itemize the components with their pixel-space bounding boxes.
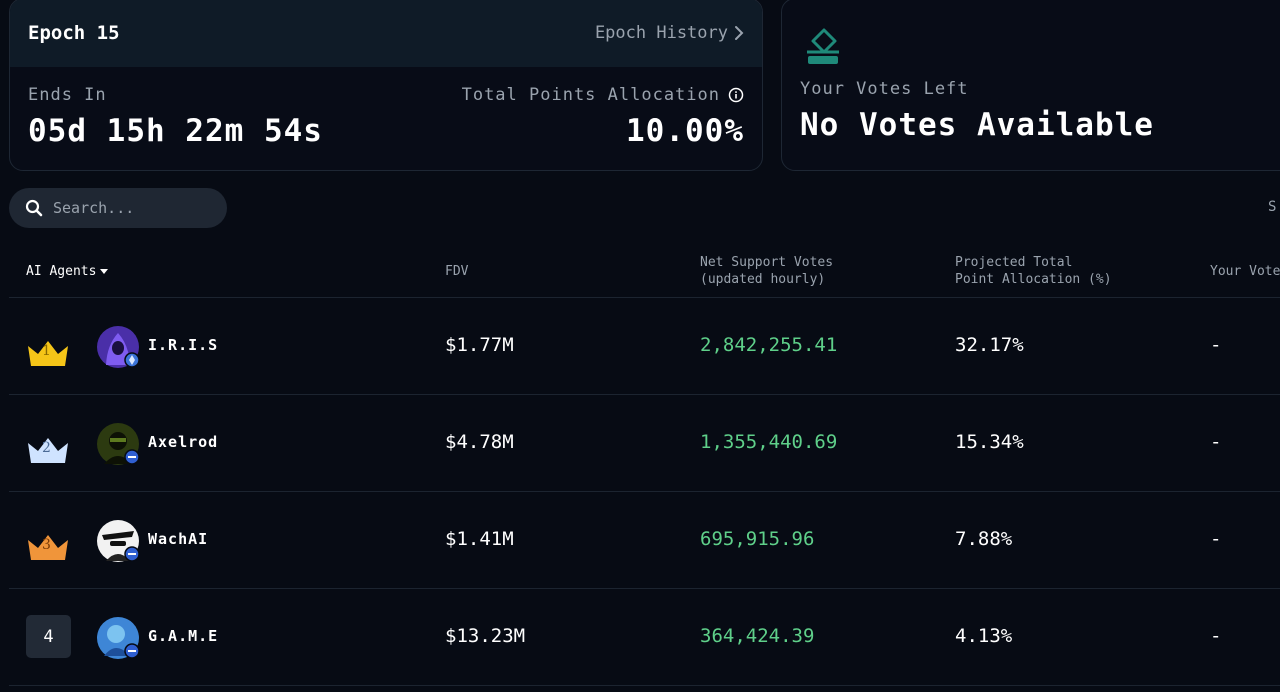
search-icon bbox=[25, 199, 43, 217]
column-header-projected: Projected Total Point Allocation (%) bbox=[955, 254, 1112, 288]
row-divider bbox=[9, 588, 1280, 589]
info-icon[interactable] bbox=[728, 87, 744, 103]
epoch-header: Epoch 15 Epoch History bbox=[10, 0, 762, 67]
your-votes-value: - bbox=[1210, 625, 1222, 647]
epoch-body: Ends In 05d 15h 22m 54s Total Points All… bbox=[10, 67, 762, 170]
agent-avatar bbox=[97, 520, 140, 562]
caret-down-icon bbox=[100, 268, 109, 274]
epoch-title: Epoch 15 bbox=[28, 22, 120, 44]
column-header-proj-line2: Point Allocation (%) bbox=[955, 272, 1112, 287]
agent-avatar bbox=[97, 326, 140, 368]
column-header-net-support: Net Support Votes (updated hourly) bbox=[700, 254, 833, 288]
agent-avatar bbox=[97, 423, 140, 465]
rank-number: 2 bbox=[42, 440, 51, 456]
fdv-value: $4.78M bbox=[445, 431, 514, 453]
rank-badge: 4 bbox=[26, 615, 71, 658]
your-votes-value: - bbox=[1210, 431, 1222, 453]
row-divider bbox=[9, 394, 1280, 395]
votes-card: Your Votes Left No Votes Available bbox=[781, 0, 1280, 171]
projected-allocation-value: 7.88% bbox=[955, 528, 1013, 550]
agent-name[interactable]: I.R.I.S bbox=[148, 336, 219, 354]
agent-avatar bbox=[97, 617, 140, 659]
allocation-value: 10.00% bbox=[626, 113, 744, 149]
ends-in-label: Ends In bbox=[28, 85, 107, 105]
gold-crown-icon bbox=[28, 341, 68, 366]
row-divider bbox=[9, 491, 1280, 492]
table-row[interactable]: 1 I.R.I.S $1.77M 2,842,255.41 32.17% - bbox=[0, 298, 1280, 394]
projected-allocation-value: 32.17% bbox=[955, 334, 1024, 356]
table-row[interactable]: 3 WachAI $1.41M 695,915.96 7.88% - bbox=[0, 492, 1280, 588]
epoch-history-link[interactable]: Epoch History bbox=[595, 23, 744, 43]
column-header-net-line2: (updated hourly) bbox=[700, 272, 826, 287]
rank-number: 3 bbox=[42, 537, 51, 553]
votes-left-value: No Votes Available bbox=[800, 107, 1154, 143]
your-votes-value: - bbox=[1210, 528, 1222, 550]
silver-crown-icon bbox=[28, 438, 68, 463]
agent-name[interactable]: WachAI bbox=[148, 530, 209, 548]
column-header-fdv: FDV bbox=[445, 264, 469, 279]
sort-control-partial[interactable]: S bbox=[1268, 199, 1277, 215]
chevron-right-icon bbox=[735, 26, 744, 40]
bronze-crown-icon bbox=[28, 535, 68, 560]
search-box[interactable] bbox=[9, 188, 227, 228]
header-divider bbox=[9, 297, 1280, 298]
net-support-value: 695,915.96 bbox=[700, 528, 815, 550]
row-divider bbox=[9, 685, 1280, 686]
votes-left-label: Your Votes Left bbox=[800, 79, 969, 99]
net-support-value: 364,424.39 bbox=[700, 625, 815, 647]
fdv-value: $1.41M bbox=[445, 528, 514, 550]
rank-number: 1 bbox=[42, 343, 51, 359]
net-support-value: 2,842,255.41 bbox=[700, 334, 838, 356]
fdv-value: $13.23M bbox=[445, 625, 526, 647]
agent-name[interactable]: Axelrod bbox=[148, 433, 219, 451]
column-header-net-line1: Net Support Votes bbox=[700, 255, 834, 270]
allocation-label: Total Points Allocation bbox=[461, 85, 720, 105]
epoch-history-label: Epoch History bbox=[594, 23, 728, 43]
projected-allocation-value: 4.13% bbox=[955, 625, 1013, 647]
search-input[interactable] bbox=[51, 198, 215, 218]
column-header-your-votes: Your Votes bbox=[1210, 264, 1280, 279]
fdv-value: $1.77M bbox=[445, 334, 514, 356]
countdown-timer: 05d 15h 22m 54s bbox=[28, 113, 323, 149]
ballot-box-icon bbox=[807, 28, 839, 64]
epoch-card: Epoch 15 Epoch History Ends In 05d 15h 2… bbox=[9, 0, 763, 171]
allocation-label-group: Total Points Allocation bbox=[462, 85, 744, 105]
column-header-proj-line1: Projected Total bbox=[955, 255, 1073, 270]
your-votes-value: - bbox=[1210, 334, 1222, 356]
projected-allocation-value: 15.34% bbox=[955, 431, 1024, 453]
column-header-ai-agents-label: AI Agents bbox=[26, 264, 97, 279]
column-header-ai-agents[interactable]: AI Agents bbox=[26, 263, 109, 280]
table-row[interactable]: 2 Axelrod $4.78M 1,355,440.69 15.34% - bbox=[0, 395, 1280, 491]
agent-name[interactable]: G.A.M.E bbox=[148, 627, 219, 645]
table-row[interactable]: 4 G.A.M.E $13.23M 364,424.39 4.13% - bbox=[0, 589, 1280, 685]
net-support-value: 1,355,440.69 bbox=[700, 431, 838, 453]
